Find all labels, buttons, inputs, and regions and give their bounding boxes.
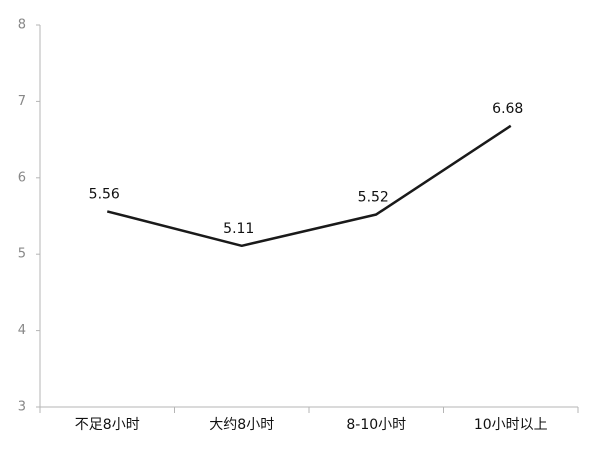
data-line <box>106 124 512 248</box>
x-tick-label: 10小时以上 <box>474 417 548 433</box>
y-tick-label: 3 <box>18 400 26 415</box>
y-tick-label: 6 <box>18 170 26 185</box>
x-tick-label: 8-10小时 <box>346 417 406 433</box>
data-label: 6.68 <box>492 101 523 117</box>
y-tick-label: 8 <box>18 18 26 33</box>
data-label: 5.11 <box>223 221 254 237</box>
y-tick-label: 5 <box>18 247 26 262</box>
x-tick-label: 大约8小时 <box>209 417 274 433</box>
x-tick-label: 不足8小时 <box>75 417 140 433</box>
y-tick-label: 7 <box>18 94 26 109</box>
y-tick-label: 4 <box>18 323 26 338</box>
data-label: 5.56 <box>89 186 120 202</box>
data-label: 5.52 <box>358 189 389 205</box>
